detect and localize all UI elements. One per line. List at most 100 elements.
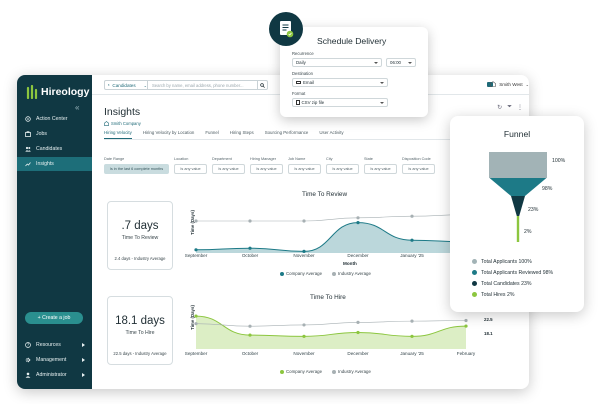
schedule-delivery-dialog: Schedule Delivery Recurrence Daily 06:00… [280, 27, 428, 117]
tab-user-activity[interactable]: User Activity [319, 130, 344, 135]
industry-point [194, 219, 198, 223]
funnel-label-candidates: 23% [528, 207, 539, 213]
kpi-label: Time To Review [121, 235, 159, 241]
industry-point [248, 324, 252, 328]
chevron-down-icon [374, 61, 378, 64]
kpi-card-time-to-review: .7 days Time To Review 2.4 days - Indust… [107, 201, 173, 270]
legend-item: Total Applicants Reviewed 98% [472, 267, 553, 278]
tab-hiring-velocity[interactable]: Hiring Velocity [104, 130, 132, 139]
legend-item: Total Hires 2% [472, 289, 553, 300]
company-area [196, 316, 466, 349]
file-icon [296, 100, 300, 105]
funnel-card: Funnel 100% 98% 23% 2% Total Applicants … [450, 116, 584, 312]
legend-item[interactable]: Industry Average [332, 369, 371, 374]
filter-icon[interactable]: ⏷ [507, 104, 512, 110]
recurrence-label: Recurrence [292, 51, 314, 56]
destination-select[interactable]: Email [292, 78, 388, 87]
tab-hiring-velocity-by-location[interactable]: Hiring Velocity by Location [142, 130, 195, 135]
legend-item: Total Candidates 23% [472, 278, 553, 289]
kpi-value: 18.1 days [115, 315, 165, 327]
filter-value[interactable]: Is any value [364, 164, 397, 174]
sidebar-item-insights[interactable]: Insights [17, 157, 92, 171]
sidebar-item-candidates[interactable]: Candidates [17, 142, 92, 156]
filter-value[interactable]: Is any value [288, 164, 321, 174]
filter-value[interactable]: Is any value [174, 164, 207, 174]
filter-date-range: Date Range Is in the last 6 complete mon… [104, 157, 169, 174]
funnel-segment [489, 178, 547, 196]
filter-value[interactable]: Is any value [212, 164, 245, 174]
search-button[interactable] [258, 80, 268, 90]
recurrence-select[interactable]: Daily [292, 58, 382, 67]
search-input[interactable]: Search by name, email address, phone num… [148, 80, 258, 90]
filter-value[interactable]: Is any value [250, 164, 283, 174]
industry-point [248, 219, 252, 223]
time-select[interactable]: 06:00 [386, 58, 416, 67]
create-job-button[interactable]: + Create a job [25, 312, 83, 324]
chevron-right-icon [82, 343, 85, 347]
chevron-right-icon [82, 373, 85, 377]
tab-funnel[interactable]: Funnel [205, 130, 219, 135]
chevron-down-icon [380, 101, 384, 104]
company-point [410, 238, 414, 242]
tab-hiring-steps[interactable]: Hiring Steps [229, 130, 254, 135]
sidebar: Hireology « Action Center Jobs Candidate… [17, 75, 92, 389]
x-tick-label: February [456, 351, 476, 356]
chevron-down-icon: ⌄ [143, 82, 147, 88]
legend-label: Company Average [286, 369, 323, 374]
company-tag-label: Smith Company [111, 121, 141, 126]
company-tag[interactable]: Smith Company [104, 121, 141, 126]
company-point [464, 324, 468, 328]
sidebar-item-action-center[interactable]: Action Center [17, 112, 92, 126]
industry-point [356, 216, 360, 220]
x-tick-label: November [293, 253, 315, 258]
legend-label: Industry Average [338, 369, 371, 374]
filter-value[interactable]: Is any value [326, 164, 359, 174]
format-label: Format [292, 91, 306, 96]
sidebar-item-administrator[interactable]: Administrator [17, 368, 92, 382]
legend-swatch [472, 259, 477, 264]
sidebar-item-label: Jobs [36, 131, 47, 137]
legend-swatch [280, 369, 284, 374]
industry-point [302, 219, 306, 223]
sidebar-item-management[interactable]: Management [17, 353, 92, 367]
company-area [196, 222, 466, 253]
insights-tabs: Hiring Velocity Hiring Velocity by Locat… [104, 130, 529, 140]
tab-sourcing-performance[interactable]: Sourcing Performance [264, 130, 309, 135]
building-icon [490, 81, 497, 87]
legend-label: Total Applicants 100% [481, 258, 532, 265]
x-tick-label: October [241, 351, 259, 356]
message-icon[interactable] [487, 82, 493, 87]
legend-item[interactable]: Industry Average [332, 271, 371, 276]
legend-item[interactable]: Company Average [280, 369, 322, 374]
company-switcher[interactable]: Smith West ⌄ [490, 81, 529, 87]
data-label-industry: 22.5 [484, 317, 493, 322]
logo[interactable]: Hireology [26, 85, 89, 99]
filter-location: Location Is any value [174, 157, 207, 174]
candidates-dropdown[interactable]: Candidates ⌄ [104, 80, 148, 90]
funnel-segment [516, 216, 520, 242]
filter-value[interactable]: Is in the last 6 complete months [104, 164, 169, 174]
filter-value[interactable]: Is any value [402, 164, 435, 174]
legend-label: Total Hires 2% [481, 291, 515, 298]
x-axis-label: Month [343, 261, 357, 266]
people-icon [108, 84, 110, 86]
format-select[interactable]: CSV zip file [292, 98, 388, 107]
company-point [302, 249, 306, 253]
more-icon[interactable]: ⋮ [517, 105, 523, 111]
legend-label: Industry Average [338, 271, 371, 276]
x-tick-label: November [293, 351, 315, 356]
x-tick-label: December [347, 351, 369, 356]
refresh-icon[interactable]: ↻ [497, 105, 503, 111]
legend-item[interactable]: Company Average [280, 271, 322, 276]
x-tick-label: September [184, 351, 208, 356]
industry-point [194, 322, 198, 326]
x-tick-label: January '25 [400, 351, 424, 356]
page-title: Insights [104, 106, 141, 118]
funnel-label-reviewed: 98% [542, 186, 553, 192]
sidebar-item-label: Candidates [36, 146, 63, 152]
hireology-logo-icon [26, 85, 38, 99]
collapse-sidebar-icon[interactable]: « [75, 103, 80, 112]
industry-line [196, 214, 467, 222]
sidebar-item-jobs[interactable]: Jobs [17, 127, 92, 141]
sidebar-item-resources[interactable]: ? Resources [17, 338, 92, 352]
